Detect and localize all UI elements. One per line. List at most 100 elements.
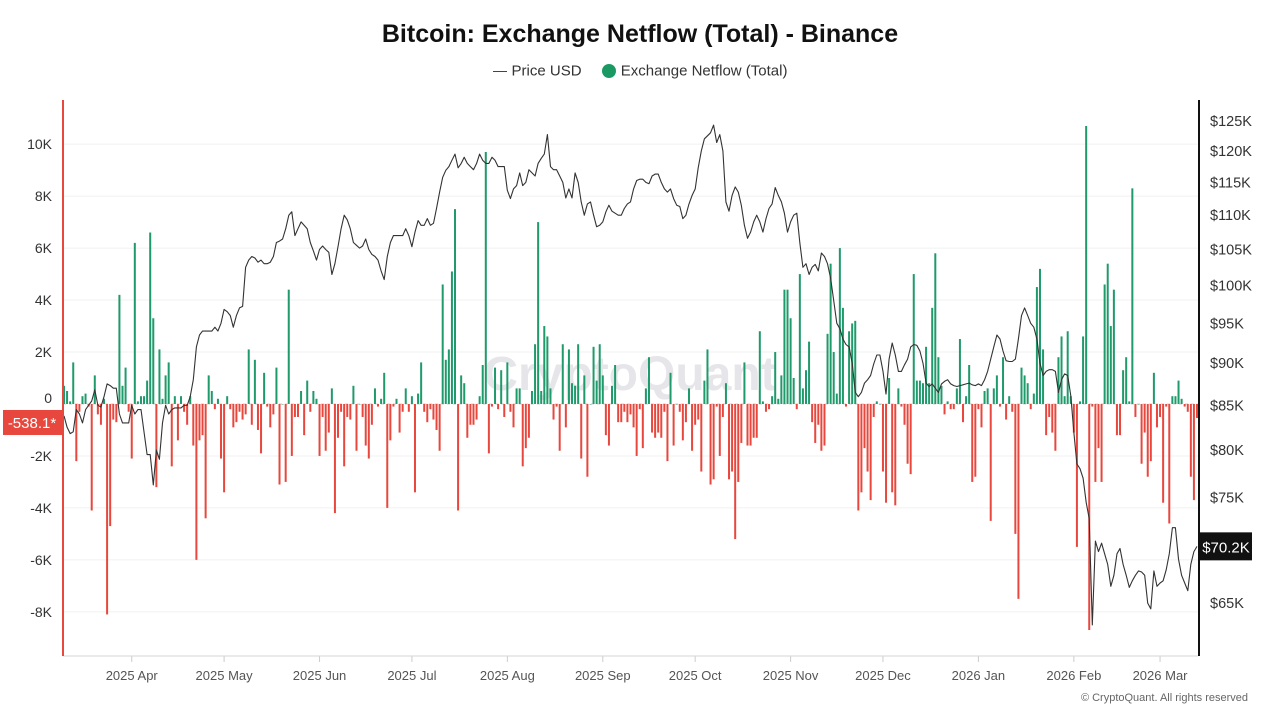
netflow-bar-inflow [669,372,672,404]
netflow-bar-outflow [866,403,869,472]
netflow-bar-inflow [158,349,161,404]
netflow-bar-outflow [127,403,130,412]
netflow-bar-inflow [915,380,918,404]
right-tick-label: $90K [1210,356,1244,372]
netflow-bar-inflow [543,326,546,404]
netflow-bar-outflow [1054,403,1057,451]
netflow-bar-outflow [241,403,244,420]
netflow-bar-inflow [611,385,614,404]
netflow-bar-outflow [96,403,99,415]
netflow-bar-inflow [928,383,931,404]
netflow-bar-inflow [263,372,266,404]
netflow-bar-outflow [823,403,826,446]
netflow-bar-inflow [918,380,921,404]
netflow-bar-inflow [1085,125,1088,404]
netflow-bar-inflow [786,289,789,404]
netflow-bar-outflow [1165,403,1168,407]
netflow-bar-outflow [1091,403,1094,407]
right-tick-label: $65K [1210,596,1244,612]
netflow-bar-inflow [139,396,142,404]
x-tick-label: 2025 Sep [575,668,631,683]
netflow-bar-inflow [675,403,678,405]
netflow-bar-outflow [731,403,734,472]
netflow-bar-outflow [204,403,207,519]
price-line-group [63,124,1198,626]
netflow-bar-outflow [894,403,897,506]
netflow-bar-inflow [955,388,958,404]
netflow-bar-outflow [1005,403,1008,420]
netflow-bar-outflow [407,403,410,412]
legend-netflow-label[interactable]: Exchange Netflow (Total) [620,62,788,80]
price-line [63,124,1198,626]
netflow-bar-inflow [1109,326,1112,404]
left-tick-label: -8K [30,604,52,620]
netflow-bar-outflow [1115,403,1118,436]
netflow-bar-inflow [992,388,995,404]
netflow-bar-outflow [183,403,186,412]
netflow-bar-inflow [743,362,746,404]
netflow-bar-outflow [112,403,115,420]
netflow-bar-outflow [795,403,798,410]
netflow-bar-inflow [832,352,835,404]
netflow-bar-outflow [1094,403,1097,482]
netflow-bar-outflow [737,403,740,482]
netflow-bar-inflow [574,385,577,404]
netflow-bar-inflow [854,320,857,404]
netflow-bar-inflow [1032,393,1035,404]
netflow-bar-outflow [632,403,635,428]
netflow-bar-inflow [161,398,164,404]
netflow-bar-outflow [641,403,644,449]
x-tick-label: 2025 Jul [387,668,436,683]
netflow-bar-inflow [136,401,139,404]
netflow-bar-outflow [709,403,712,485]
netflow-bar-inflow [380,398,383,404]
netflow-bar-inflow [589,403,592,405]
netflow-bar-inflow [179,396,182,404]
netflow-bar-inflow [1038,268,1041,404]
netflow-bar-inflow [358,403,361,405]
netflow-bar-outflow [327,403,330,433]
netflow-bar-outflow [1155,403,1158,428]
netflow-bar-inflow [577,344,580,404]
netflow-bar-inflow [878,403,881,405]
netflow-bar-outflow [250,403,253,425]
netflow-bar-inflow [801,388,804,404]
netflow-bar-outflow [872,403,875,417]
netflow-bar-outflow [309,403,312,412]
x-tick-label: 2025 Jun [293,668,347,683]
netflow-bar-outflow [684,403,687,423]
netflow-bar-outflow [186,403,189,425]
netflow-bar-outflow [749,403,752,446]
netflow-bar-outflow [1196,403,1198,418]
netflow-bars [63,125,1198,631]
netflow-bar-inflow [644,388,647,404]
netflow-bar-inflow [771,396,774,404]
netflow-bar-inflow [946,401,949,404]
netflow-bar-outflow [715,403,718,407]
netflow-bar-inflow [417,393,420,404]
netflow-bar-outflow [487,403,490,454]
netflow-bar-inflow [315,398,318,404]
netflow-bar-inflow [1177,380,1180,404]
netflow-bar-outflow [604,403,607,436]
right-tick-label: $125K [1210,114,1252,130]
netflow-bar-outflow [989,403,992,521]
netflow-bar-inflow [875,401,878,404]
netflow-bar-outflow [278,403,281,485]
legend-price-label[interactable]: Price USD [511,62,582,80]
netflow-bar-inflow [1079,401,1082,404]
netflow-bar-outflow [869,403,872,501]
netflow-bar-outflow [755,403,758,438]
netflow-bar-outflow [1183,403,1186,407]
netflow-bar-inflow [152,318,155,404]
right-tick-label: $80K [1210,443,1244,459]
netflow-bar-inflow [306,380,309,404]
netflow-bar-outflow [768,403,771,410]
left-tick-label: 6K [35,240,53,256]
netflow-bar-inflow [829,263,832,404]
netflow-bar-inflow [940,385,943,404]
netflow-bar-inflow [1026,383,1029,404]
netflow-bar-outflow [213,403,216,410]
netflow-bar-outflow [232,403,235,428]
netflow-bar-outflow [195,403,198,560]
